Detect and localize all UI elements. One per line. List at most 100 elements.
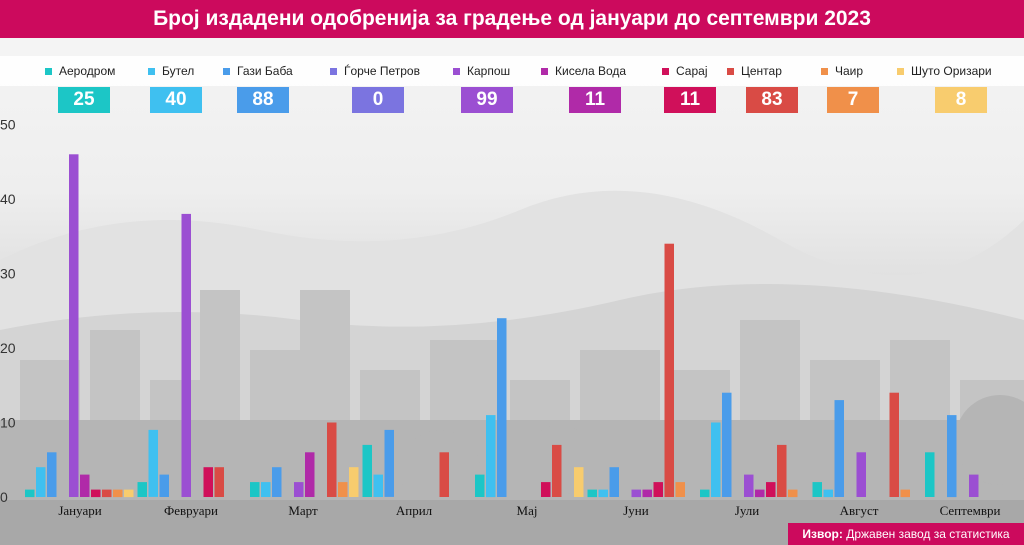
legend-item: Карпош (453, 56, 510, 86)
total-badge: 83 (746, 87, 798, 113)
bar (148, 429, 158, 497)
bar (587, 489, 597, 498)
legend-swatch (897, 67, 904, 75)
bar (552, 444, 562, 497)
bar (261, 482, 271, 497)
y-tick-label: 10 (0, 415, 16, 431)
total-badge: 88 (237, 87, 289, 113)
total-badge: 11 (664, 87, 716, 113)
legend-item: Аеродром (45, 56, 115, 86)
x-tick-label: Септември (940, 503, 1001, 518)
bar (113, 489, 123, 498)
total-badge: 8 (935, 87, 987, 113)
bar (80, 474, 90, 497)
source-text: Државен завод за статистика (846, 527, 1010, 541)
source-credit: Извор: Државен завод за статистика (788, 523, 1024, 545)
legend-item: Гази Баба (223, 56, 293, 86)
x-tick-label: Август (840, 503, 879, 518)
legend-item: Ѓорче Петров (330, 56, 420, 86)
legend-label: Карпош (467, 64, 511, 78)
legend-swatch (662, 67, 669, 75)
y-tick-label: 50 (0, 117, 16, 133)
bar (25, 489, 35, 498)
y-tick-label: 40 (0, 191, 16, 207)
legend-swatch (453, 67, 460, 75)
legend-swatch (223, 67, 230, 75)
legend-swatch (727, 67, 734, 75)
y-tick-label: 30 (0, 266, 16, 282)
bar (744, 474, 754, 497)
x-tick-label: Март (288, 503, 318, 518)
x-tick-label: Јули (735, 503, 759, 518)
total-badge: 7 (827, 87, 879, 113)
bar (36, 467, 46, 497)
legend-label: Центар (741, 64, 782, 78)
bar (700, 489, 710, 498)
bar (349, 467, 359, 497)
total-badge: 40 (150, 87, 202, 113)
legend-item: Бутел (148, 56, 194, 86)
bar (272, 467, 282, 497)
legend-item: Шуто Оризари (897, 56, 992, 86)
bar (439, 452, 449, 497)
x-tick-label: Мај (517, 503, 538, 518)
bar (214, 467, 224, 497)
bar (664, 243, 674, 497)
bar (711, 422, 721, 497)
bar (722, 392, 732, 497)
bar (777, 444, 787, 497)
legend-item: Сарај (662, 56, 708, 86)
bar (294, 482, 304, 497)
legend-label: Кисела Вода (555, 64, 627, 78)
chart-title: Број издадени одобренија за градење од ј… (0, 0, 1024, 38)
legend-label: Шуто Оризари (911, 64, 992, 78)
x-tick-label: Април (396, 503, 433, 518)
legend-label: Ѓорче Петров (344, 64, 420, 78)
legend-swatch (541, 67, 548, 75)
bar (181, 213, 191, 497)
bar (327, 422, 337, 497)
legend: Аеродром Бутел Гази Баба Ѓорче Петров Карпош… (0, 56, 1024, 86)
bar (788, 489, 798, 498)
bar (541, 482, 551, 497)
source-label: Извор: (802, 527, 843, 541)
legend-item: Чаир (821, 56, 863, 86)
bar (925, 452, 935, 497)
total-badge: 0 (352, 87, 404, 113)
y-tick-label: 0 (0, 489, 8, 505)
bar (823, 489, 833, 498)
bar (609, 467, 619, 497)
bar (969, 474, 979, 497)
bar (642, 489, 652, 498)
bar (159, 474, 169, 497)
bar (69, 154, 79, 498)
bar (373, 474, 383, 497)
total-badge: 99 (461, 87, 513, 113)
legend-swatch (821, 67, 828, 75)
bar (124, 489, 134, 498)
bar (497, 318, 507, 497)
bar (653, 482, 663, 497)
legend-label: Аеродром (59, 64, 116, 78)
bar (102, 489, 112, 498)
bar (812, 482, 822, 497)
bar (947, 415, 957, 498)
x-tick-label: Јуни (623, 503, 649, 518)
bar (856, 452, 866, 497)
legend-label: Чаир (835, 64, 864, 78)
x-tick-label: Јануари (58, 503, 101, 518)
legend-swatch (45, 67, 52, 75)
total-badge: 11 (569, 87, 621, 113)
bar (598, 489, 608, 498)
x-tick-label: Февруари (164, 503, 218, 518)
bar (91, 489, 101, 498)
bar (889, 392, 899, 497)
legend-swatch (330, 67, 337, 75)
bar (631, 489, 641, 498)
bar (574, 467, 584, 497)
bar (362, 444, 372, 497)
bar (834, 400, 844, 497)
bar (137, 482, 147, 497)
bar (47, 452, 57, 497)
